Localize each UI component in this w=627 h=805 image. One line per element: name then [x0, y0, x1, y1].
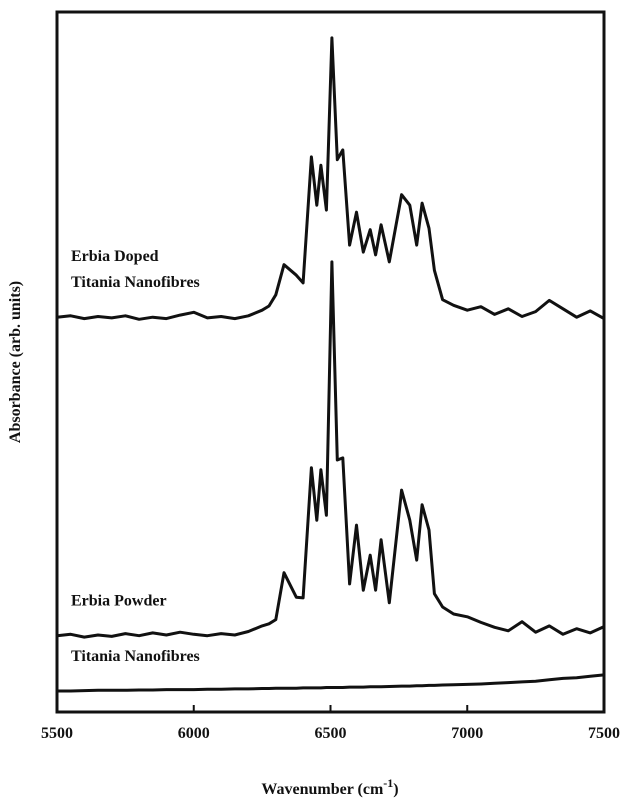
x-axis-label-text: Wavenumber (cm — [261, 781, 384, 798]
x-tick-label: 7000 — [451, 725, 483, 742]
y-axis-label: Absorbance (arb. units) — [7, 281, 24, 443]
x-tick-label: 5500 — [41, 725, 73, 742]
series-label: Erbia Powder — [71, 593, 167, 610]
x-tick-label: 7500 — [588, 725, 620, 742]
x-tick-label: 6500 — [315, 725, 347, 742]
series-label: Erbia Doped — [71, 248, 159, 265]
spectrum-line — [56, 36, 605, 321]
x-axis-label-sup: -1 — [383, 776, 393, 790]
x-axis-label: Wavenumber (cm-1) — [261, 776, 398, 798]
series-label: Titania Nanofibres — [71, 274, 200, 291]
spectrum-line — [57, 673, 605, 693]
x-axis-label-end: ) — [393, 781, 398, 798]
x-tick-label: 6000 — [178, 725, 210, 742]
series-label: Titania Nanofibres — [71, 648, 200, 665]
spectrum-line — [56, 260, 605, 639]
